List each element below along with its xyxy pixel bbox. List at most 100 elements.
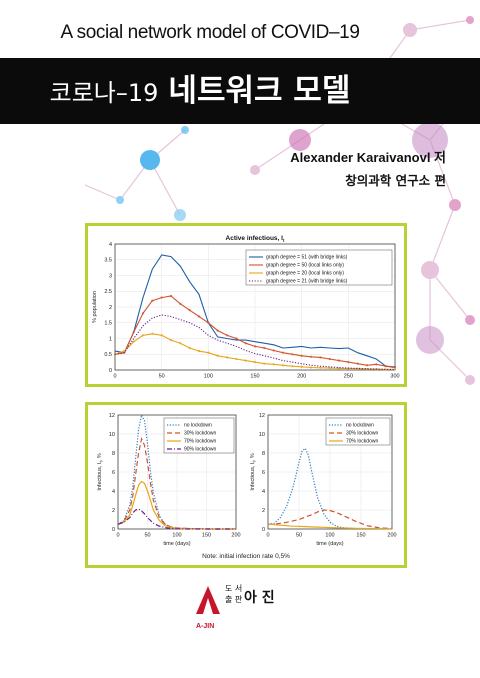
legend-label: no lockdown xyxy=(346,423,374,429)
publisher-small-top: 도 서 xyxy=(225,584,243,593)
legend-label: graph degree = 20 (local links only) xyxy=(266,271,344,277)
series-marker xyxy=(253,345,257,348)
series-line xyxy=(117,413,236,530)
y-tick-label: 0 xyxy=(112,527,115,533)
series-marker xyxy=(375,367,378,371)
molecule-node xyxy=(140,150,160,170)
series-marker xyxy=(291,365,294,368)
series-marker xyxy=(169,294,173,298)
y-tick-label: 0 xyxy=(262,527,265,533)
series-marker xyxy=(141,312,145,315)
x-tick-label: 300 xyxy=(390,374,399,380)
series-marker xyxy=(216,354,219,357)
series-marker xyxy=(225,356,229,359)
legend-label: 90% lockdown xyxy=(184,447,216,453)
x-tick-label: 150 xyxy=(202,533,211,539)
series-marker xyxy=(151,332,154,335)
series-marker xyxy=(347,367,350,370)
molecule-node xyxy=(466,16,474,24)
publisher-english: A-JIN xyxy=(196,623,215,630)
series-marker xyxy=(244,342,247,345)
series-marker xyxy=(235,337,238,340)
series-marker xyxy=(300,365,303,369)
plot-border xyxy=(267,414,393,530)
molecule-node xyxy=(289,129,311,151)
series-marker xyxy=(263,346,266,350)
editor-line: 창의과학 연구소 편 xyxy=(345,173,446,188)
series-marker xyxy=(375,363,378,366)
series-marker xyxy=(337,367,341,370)
y-tick-label: 4 xyxy=(109,242,112,248)
top-chart-frame: 0 50 100 150 200 250 300 0 0.5 1 1.5 2 2.5 3 3.5 4 Activ… xyxy=(85,223,407,387)
molecule-node xyxy=(250,165,260,175)
x-tick-label: 150 xyxy=(250,374,259,380)
legend-box xyxy=(163,417,235,454)
series-marker xyxy=(207,351,210,354)
plot-border xyxy=(114,243,396,371)
molecule-node xyxy=(412,122,448,158)
x-tick-label: 100 xyxy=(204,374,213,380)
chart-title-subscript: t xyxy=(283,238,285,243)
y-axis-label-suffix: , % xyxy=(97,453,103,461)
y-tick-label: 2.5 xyxy=(104,289,112,295)
korean-title-prefix: 코로나–19 xyxy=(49,79,159,107)
series-marker xyxy=(272,349,275,352)
series-marker xyxy=(281,351,285,354)
lockdown-chart-right: 0 50 100 150 200 0 2 4 6 8 10 12 time (days) Infectio… xyxy=(250,413,397,547)
series-line xyxy=(268,509,393,530)
series-marker xyxy=(272,363,275,366)
y-tick-label: 12 xyxy=(109,413,115,419)
y-tick-label: 6 xyxy=(112,470,115,476)
series-marker xyxy=(319,356,322,359)
series-line xyxy=(114,254,396,369)
x-axis-label: time (days) xyxy=(316,541,343,547)
series-marker xyxy=(132,331,135,334)
chart-note: Note: initial infection rate 0,5% xyxy=(202,553,290,560)
x-tick-label: 200 xyxy=(297,374,306,380)
series-marker xyxy=(337,359,341,362)
series-marker xyxy=(207,321,210,324)
series-marker xyxy=(393,368,397,371)
series-marker xyxy=(160,334,163,337)
series-marker xyxy=(281,364,285,367)
x-tick-label: 200 xyxy=(231,533,240,539)
legend-label: 70% lockdown xyxy=(346,439,378,445)
x-tick-label: 0 xyxy=(113,374,116,380)
x-tick-label: 150 xyxy=(356,533,365,539)
series-marker xyxy=(188,309,191,312)
series-marker xyxy=(365,364,369,367)
legend-box xyxy=(245,249,393,286)
y-axis-label-suffix: , % xyxy=(250,453,256,461)
y-axis-label: Infectious, It, % xyxy=(97,453,104,490)
chart-title: Active infectious, It xyxy=(226,235,285,243)
y-tick-label: 8 xyxy=(112,451,115,457)
y-tick-label: 10 xyxy=(109,432,115,438)
legend-label: 30% lockdown xyxy=(184,431,216,437)
publisher-block: 도 서 출 판 아 진 A-JIN xyxy=(196,584,306,634)
series-marker xyxy=(300,354,303,357)
author-line: Alexander Karaivanovl 저 xyxy=(290,150,446,165)
series-marker xyxy=(225,334,229,337)
molecule-node xyxy=(416,326,444,354)
x-tick-label: 50 xyxy=(144,533,150,539)
series-line xyxy=(114,295,396,368)
molecule-node xyxy=(174,209,186,221)
y-tick-label: 8 xyxy=(262,451,265,457)
series-marker xyxy=(291,353,294,356)
lockdown-chart-left: 0 50 100 150 200 0 2 4 6 8 10 12 time (days) Infectio… xyxy=(97,413,241,547)
molecule-node xyxy=(181,126,189,134)
series-marker xyxy=(188,346,191,350)
series-marker xyxy=(328,366,331,370)
bottom-chart-frame: 0 50 100 150 200 0 2 4 6 8 10 12 time (days) Infectio… xyxy=(85,402,407,568)
y-tick-label: 0 xyxy=(109,368,112,374)
series-marker xyxy=(393,365,397,369)
x-tick-label: 200 xyxy=(387,533,396,539)
series-marker xyxy=(309,355,313,358)
series-marker xyxy=(197,349,201,353)
molecule-node xyxy=(116,196,124,204)
molecule-node xyxy=(465,315,475,325)
molecule-node xyxy=(449,199,461,211)
series-marker xyxy=(356,362,359,365)
series-marker xyxy=(319,366,322,369)
series-marker xyxy=(253,360,257,364)
